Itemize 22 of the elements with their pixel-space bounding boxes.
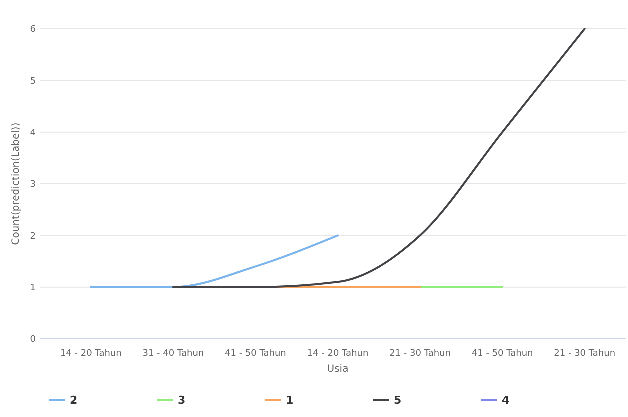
y-tick-label: 5: [30, 76, 36, 87]
x-tick-label: 21 - 30 Tahun: [390, 349, 451, 359]
y-tick-label: 4: [30, 128, 36, 138]
y-tick-label: 1: [30, 283, 36, 294]
legend-label: 2: [70, 394, 78, 407]
x-tick-label: 14 - 20 Tahun: [60, 349, 122, 359]
y-tick-label: 3: [30, 180, 36, 190]
x-tick-label: 14 - 20 Tahun: [307, 349, 369, 359]
legend-label: 3: [178, 394, 186, 407]
line-series: [172, 28, 586, 288]
y-tick-label: 2: [30, 232, 36, 242]
x-tick-label: 31 - 40 Tahun: [142, 349, 204, 359]
x-tick-label: 41 - 50 Tahun: [472, 349, 534, 359]
y-axis-title: Count(prediction(Label)): [11, 122, 22, 246]
x-tick-label: 21 - 30 Tahun: [554, 349, 616, 359]
x-axis-title: Usia: [327, 364, 349, 375]
x-tick-label: 41 - 50 Tahun: [225, 349, 286, 359]
legend-label: 5: [394, 394, 402, 407]
y-tick-label: 0: [30, 335, 36, 346]
legend-label: 1: [286, 394, 294, 407]
y-tick-label: 6: [30, 25, 36, 36]
legend-label: 4: [502, 394, 510, 407]
